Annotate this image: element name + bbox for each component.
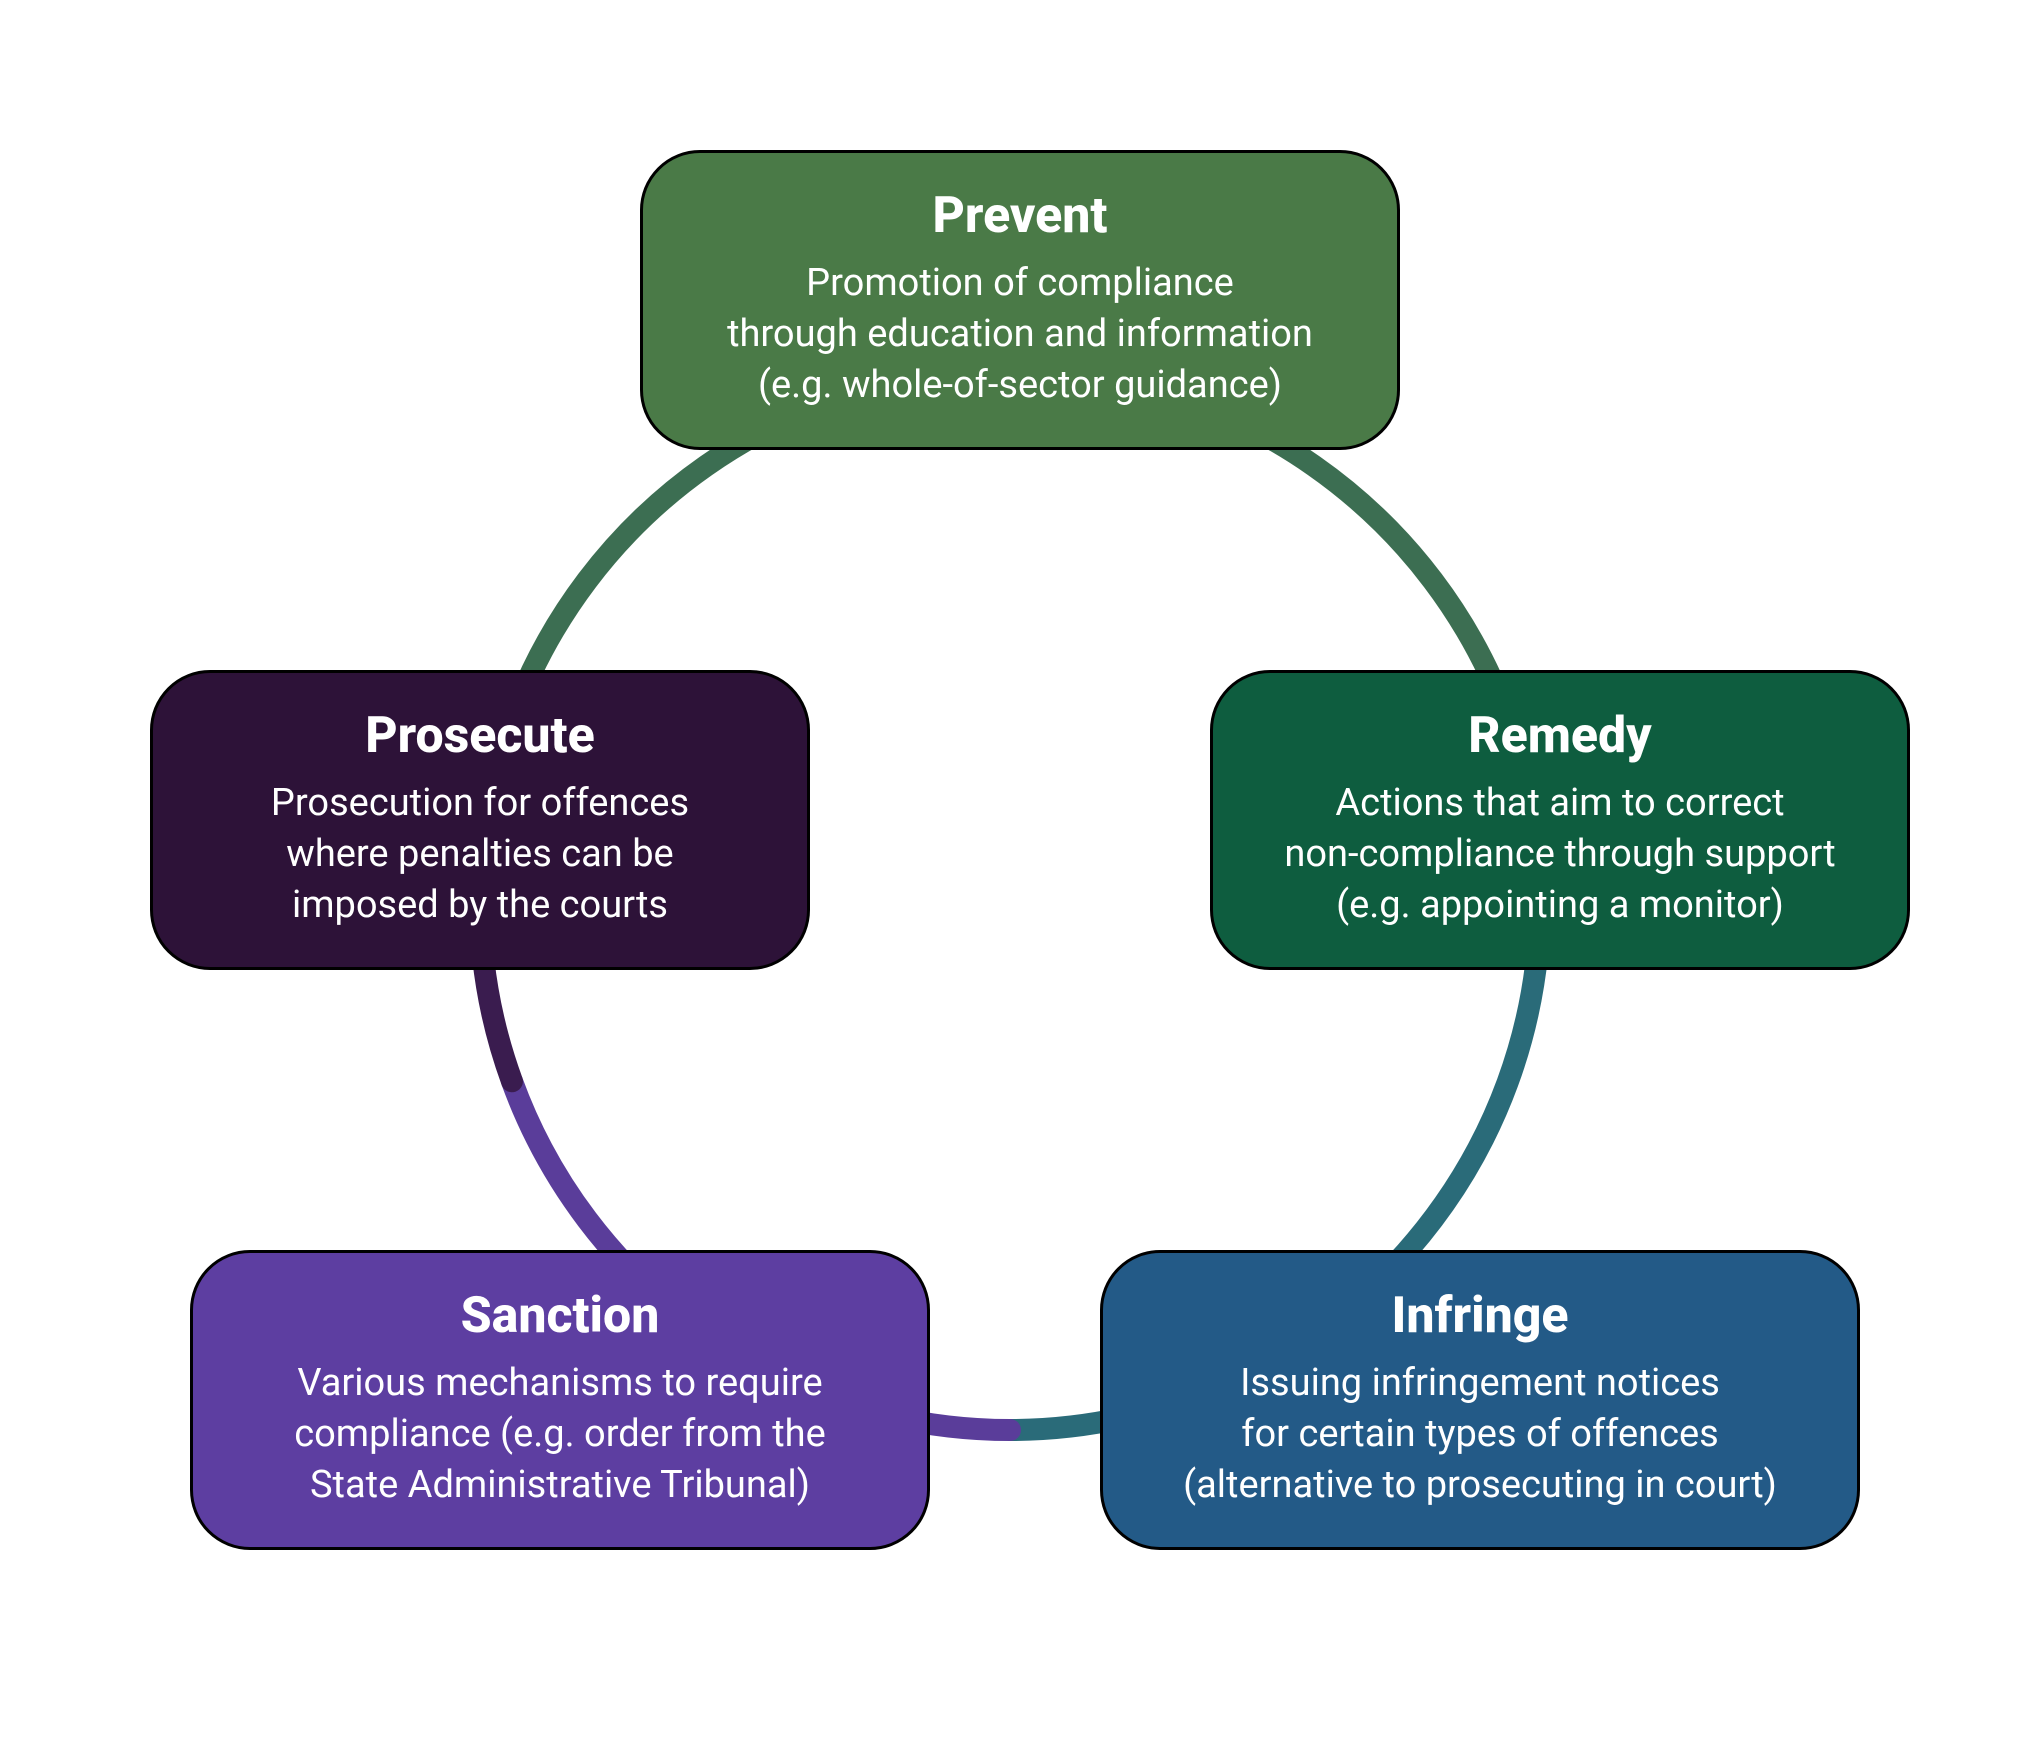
node-title: Infringe: [1391, 1289, 1568, 1344]
node-desc: Prosecution for offences where penalties…: [271, 778, 689, 932]
node-desc: Actions that aim to correct non-complian…: [1284, 778, 1835, 932]
node-title: Remedy: [1468, 709, 1651, 764]
node-title: Sanction: [461, 1289, 660, 1344]
node-title: Prevent: [933, 189, 1108, 244]
node-prevent: Prevent Promotion of compliance through …: [640, 150, 1400, 450]
node-title: Prosecute: [365, 709, 595, 764]
node-sanction: Sanction Various mechanisms to require c…: [190, 1250, 930, 1550]
node-desc: Issuing infringement notices for certain…: [1183, 1358, 1777, 1512]
diagram-stage: Prevent Promotion of compliance through …: [0, 0, 2019, 1752]
node-desc: Various mechanisms to require compliance…: [294, 1358, 826, 1512]
node-prosecute: Prosecute Prosecution for offences where…: [150, 670, 810, 970]
node-infringe: Infringe Issuing infringement notices fo…: [1100, 1250, 1860, 1550]
node-remedy: Remedy Actions that aim to correct non-c…: [1210, 670, 1910, 970]
node-desc: Promotion of compliance through educatio…: [727, 258, 1313, 412]
